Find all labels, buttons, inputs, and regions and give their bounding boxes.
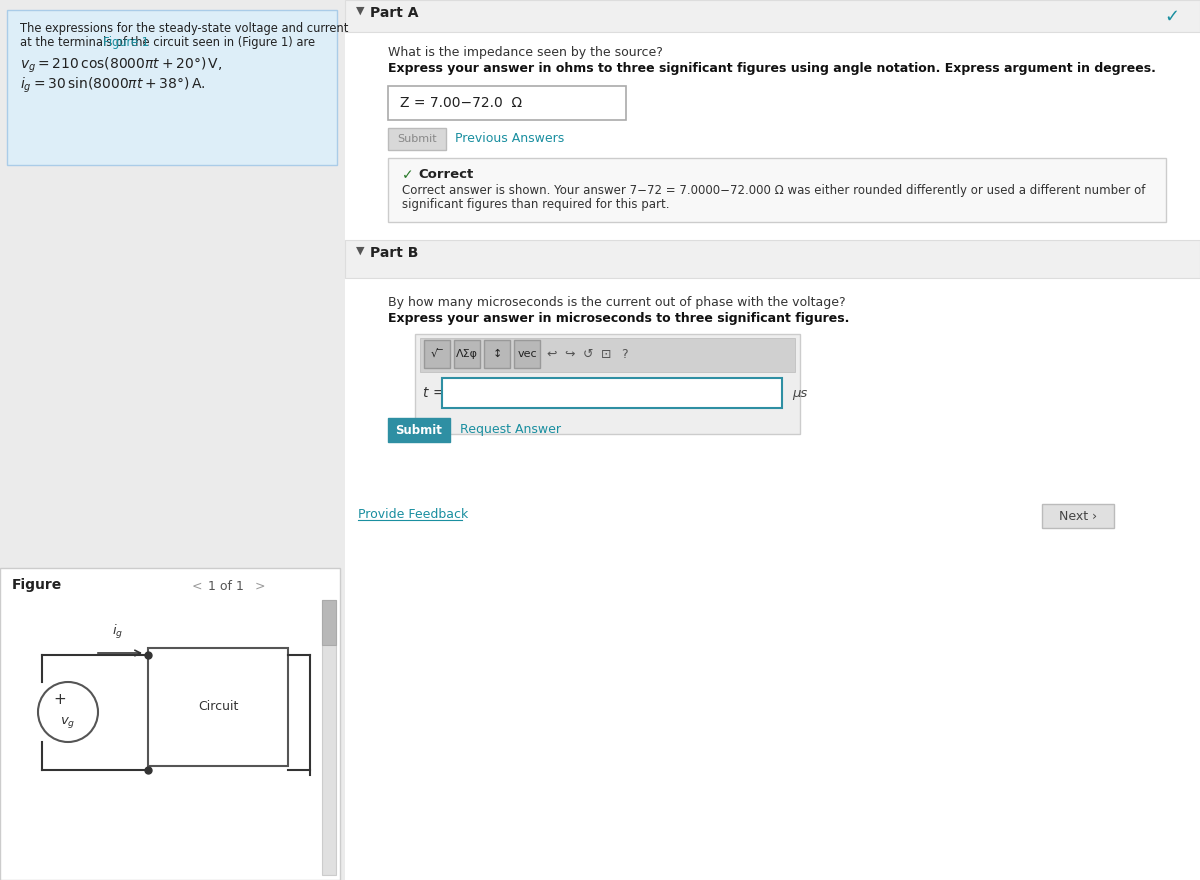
Bar <box>442 378 782 408</box>
Bar <box>322 600 336 645</box>
Text: >: > <box>256 580 265 593</box>
Text: <: < <box>192 580 203 593</box>
Bar <box>420 338 796 372</box>
Text: Circuit: Circuit <box>198 700 238 714</box>
Text: By how many microseconds is the current out of phase with the voltage?: By how many microseconds is the current … <box>388 296 846 309</box>
Text: Correct answer is shown. Your answer 7−72 = 7.0000−72.000 Ω was either rounded d: Correct answer is shown. Your answer 7−7… <box>402 184 1145 197</box>
Text: ✓: ✓ <box>1164 8 1180 26</box>
Text: ↩: ↩ <box>547 348 557 361</box>
Bar <box>346 240 1200 278</box>
Bar <box>148 648 288 766</box>
Text: significant figures than required for this part.: significant figures than required for th… <box>402 198 670 211</box>
Text: ▼: ▼ <box>356 6 365 16</box>
Text: ↪: ↪ <box>565 348 575 361</box>
Bar <box>484 340 510 368</box>
Bar <box>388 158 1166 222</box>
Text: Submit: Submit <box>397 134 437 144</box>
Text: μs: μs <box>792 386 808 400</box>
Text: Provide Feedback: Provide Feedback <box>358 508 468 521</box>
Bar <box>424 340 450 368</box>
Bar <box>388 418 450 442</box>
Bar <box>388 128 446 150</box>
Text: What is the impedance seen by the source?: What is the impedance seen by the source… <box>388 46 662 59</box>
Bar <box>1042 504 1114 528</box>
Text: Request Answer: Request Answer <box>460 423 562 436</box>
Text: Express your answer in microseconds to three significant figures.: Express your answer in microseconds to t… <box>388 312 850 325</box>
Text: $v_g$: $v_g$ <box>60 715 76 730</box>
Text: ΛΣφ: ΛΣφ <box>456 349 478 359</box>
Bar <box>322 600 336 875</box>
Bar <box>415 334 800 434</box>
Text: $v_g = 210\,\cos(8000\pi t + 20°)\,\mathrm{V},$: $v_g = 210\,\cos(8000\pi t + 20°)\,\math… <box>20 56 222 76</box>
Text: √‾: √‾ <box>431 349 443 359</box>
Text: at the terminals of the circuit seen in (Figure 1) are: at the terminals of the circuit seen in … <box>20 36 316 49</box>
Text: Part B: Part B <box>370 246 419 260</box>
Text: Part A: Part A <box>370 6 419 20</box>
Text: vec: vec <box>517 349 536 359</box>
Text: $i_g$: $i_g$ <box>113 623 124 641</box>
Bar <box>7 10 337 165</box>
Text: +: + <box>54 693 66 708</box>
Text: ?: ? <box>620 348 628 361</box>
Text: Correct: Correct <box>418 168 473 181</box>
Text: Z = 7.00−72.0  Ω: Z = 7.00−72.0 Ω <box>400 96 522 110</box>
Text: Figure 1: Figure 1 <box>103 36 149 49</box>
Text: ▼: ▼ <box>356 246 365 256</box>
Bar <box>514 340 540 368</box>
Bar <box>346 0 1200 880</box>
Text: ⊡: ⊡ <box>601 348 611 361</box>
Bar <box>454 340 480 368</box>
Text: Previous Answers: Previous Answers <box>455 133 564 145</box>
Bar <box>0 568 340 880</box>
Text: Next ›: Next › <box>1058 510 1097 523</box>
Text: ↺: ↺ <box>583 348 593 361</box>
Text: Express your answer in ohms to three significant figures using angle notation. E: Express your answer in ohms to three sig… <box>388 62 1156 75</box>
Text: The expressions for the steady-state voltage and current: The expressions for the steady-state vol… <box>20 22 348 35</box>
Bar <box>388 86 626 120</box>
Text: Submit: Submit <box>396 423 443 436</box>
Bar <box>346 0 1200 32</box>
Text: ✓: ✓ <box>402 168 414 182</box>
Text: $t\,=$: $t\,=$ <box>422 386 444 400</box>
Text: $i_g = 30\,\sin(8000\pi t + 38°)\,\mathrm{A}.$: $i_g = 30\,\sin(8000\pi t + 38°)\,\mathr… <box>20 76 205 95</box>
Circle shape <box>38 682 98 742</box>
Text: ↕: ↕ <box>492 349 502 359</box>
Text: Figure: Figure <box>12 578 62 592</box>
Text: 1 of 1: 1 of 1 <box>208 580 244 593</box>
